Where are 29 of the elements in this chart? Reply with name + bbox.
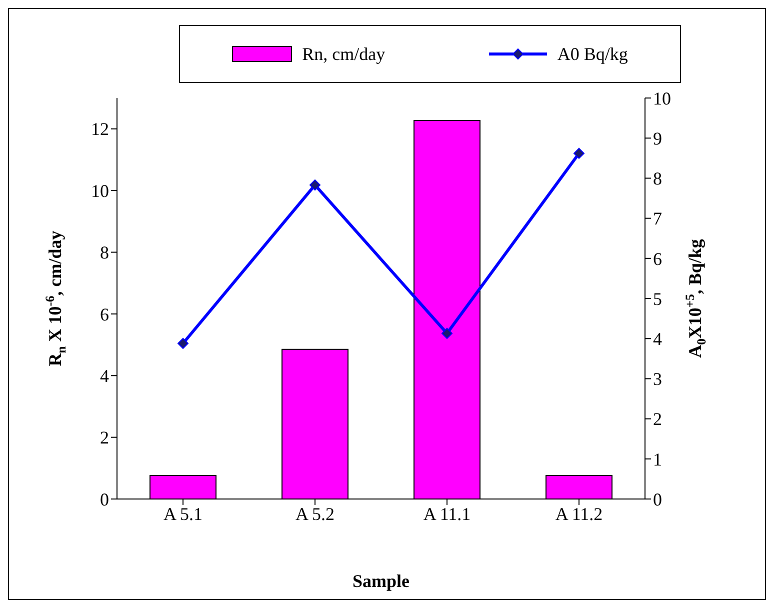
y2-tick-label: 3 bbox=[653, 369, 662, 390]
y2-tick-label: 10 bbox=[653, 88, 671, 108]
y2-tick-label: 8 bbox=[653, 168, 662, 189]
point bbox=[310, 180, 320, 191]
legend-label: Rn, cm/day bbox=[302, 44, 386, 64]
point bbox=[442, 328, 452, 339]
y2-tick-label: 7 bbox=[653, 208, 662, 229]
x-tick-label: A 5.1 bbox=[163, 504, 203, 524]
y2-tick-label: 0 bbox=[653, 489, 662, 510]
x-tick-label: A 11.1 bbox=[423, 504, 471, 524]
y2-tick-label: 6 bbox=[653, 248, 662, 269]
point bbox=[574, 148, 584, 159]
y2-tick-label: 2 bbox=[653, 409, 662, 430]
y2-tick-label: 5 bbox=[653, 288, 662, 309]
y-tick-label: 4 bbox=[100, 366, 109, 386]
y-tick-label: 0 bbox=[100, 489, 109, 510]
x-axis-title: Sample bbox=[352, 571, 410, 591]
legend-label: A0 Bq/kg bbox=[557, 44, 628, 64]
y-tick-label: 6 bbox=[100, 304, 109, 324]
x-tick-label: A 11.2 bbox=[555, 504, 603, 524]
y2-tick-label: 9 bbox=[653, 128, 662, 148]
y2-tick-label: 1 bbox=[653, 449, 662, 470]
y-tick-label: 8 bbox=[100, 242, 109, 263]
point bbox=[178, 338, 188, 349]
y-tick-label: 10 bbox=[91, 180, 109, 201]
y-tick-label: 12 bbox=[91, 119, 109, 140]
y2-tick-label: 4 bbox=[653, 328, 662, 349]
y-tick-label: 2 bbox=[100, 428, 109, 448]
x-tick-label: A 5.2 bbox=[295, 504, 335, 524]
